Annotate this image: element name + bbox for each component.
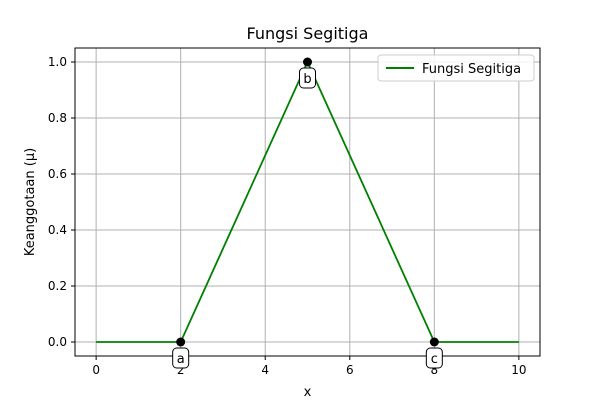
x-tick-label: 10 <box>511 363 526 377</box>
point-marker-a <box>176 337 186 347</box>
chart-title: Fungsi Segitiga <box>247 24 369 43</box>
y-tick-label: 0.0 <box>48 335 67 349</box>
legend-entry-label: Fungsi Segitiga <box>422 62 521 77</box>
point-marker-b <box>303 57 312 67</box>
x-tick-label: 6 <box>346 363 354 377</box>
plot-area-frame <box>74 47 541 357</box>
annotated-points: a b c <box>172 57 443 369</box>
point-label-c: c <box>431 352 438 367</box>
y-axis-label: Keanggotaan (μ) <box>23 148 38 256</box>
point-label-box-b <box>299 67 316 89</box>
y-tick-label: 1.0 <box>48 55 67 69</box>
legend-box <box>377 54 535 82</box>
x-tick-label: 0 <box>92 363 100 377</box>
point-label-box-c <box>425 347 443 369</box>
y-tick-label: 0.6 <box>48 167 67 181</box>
x-axis-label: x <box>304 385 312 400</box>
axis-ticks: 0 2 4 6 8 10 0.0 0.2 0.4 0.6 0.8 1.0 <box>48 55 527 377</box>
x-tick-label: 8 <box>430 363 438 377</box>
y-tick-label: 0.8 <box>48 111 67 125</box>
series-line <box>96 61 519 343</box>
y-tick-label: 0.4 <box>48 223 67 237</box>
series-layer <box>96 61 519 343</box>
point-label-b: b <box>303 72 311 87</box>
point-label-a: a <box>177 352 185 367</box>
legend: Fungsi Segitiga <box>377 54 535 82</box>
point-marker-c <box>429 337 439 347</box>
point-label-box-a <box>172 347 190 369</box>
y-tick-label: 0.2 <box>48 279 67 293</box>
x-tick-label: 4 <box>261 363 269 377</box>
x-tick-label: 2 <box>177 363 185 377</box>
grid-lines <box>75 48 540 356</box>
